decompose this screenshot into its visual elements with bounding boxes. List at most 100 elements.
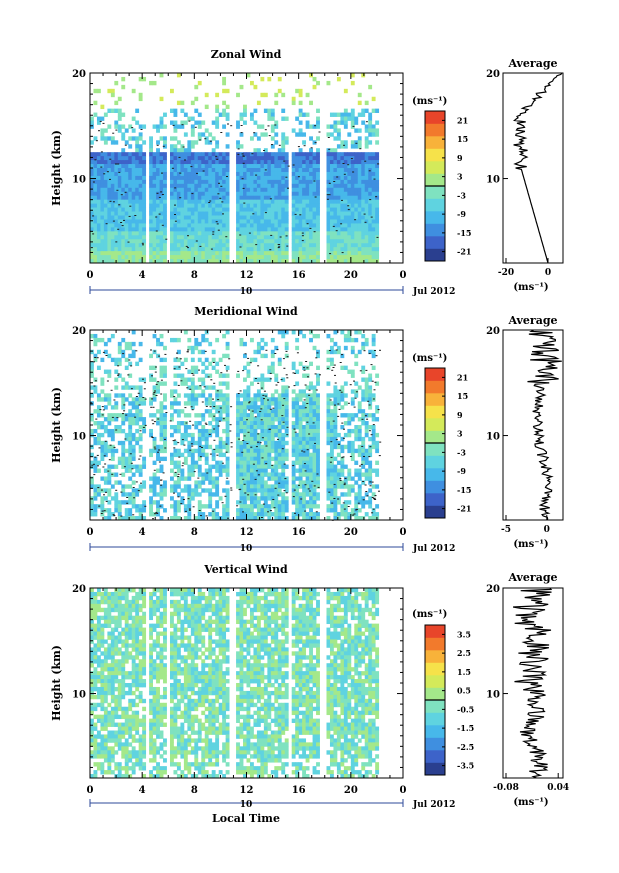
- heatmap-cell: [309, 100, 313, 106]
- heatmap-cell: [208, 175, 213, 181]
- heatmap-cell: [336, 432, 341, 438]
- heatmap-cell: [312, 164, 317, 169]
- heatmap-cell: [260, 488, 265, 493]
- heatmap-cell: [260, 259, 265, 264]
- heatmap-cell: [197, 444, 202, 450]
- heatmap-cell: [107, 464, 112, 469]
- heatmap-cell: [316, 183, 320, 189]
- heatmap-cell: [340, 199, 345, 205]
- heatmap-cell: [316, 349, 320, 355]
- heatmap-cell: [204, 357, 209, 363]
- heatmap-cell: [243, 492, 247, 497]
- heatmap-cell: [225, 255, 230, 260]
- heatmap-cell: [110, 405, 115, 410]
- heatmap-cell: [142, 191, 147, 197]
- heatmap-cell: [256, 468, 261, 473]
- heatmap-cell: [152, 175, 157, 181]
- heatmap-cell: [152, 365, 157, 370]
- heatmap-cell: [225, 425, 230, 430]
- heatmap-cell: [263, 448, 268, 454]
- heatmap-cell: [329, 468, 334, 473]
- contour-mark: [150, 436, 153, 438]
- heatmap-cell: [135, 516, 140, 521]
- heatmap-cell: [93, 436, 98, 442]
- heatmap-cell: [309, 401, 313, 406]
- heatmap-cell: [316, 512, 320, 517]
- heatmap-cell: [197, 500, 202, 505]
- heatmap-cell: [253, 171, 258, 177]
- heatmap-cell: [316, 255, 320, 260]
- heatmap-cell: [187, 227, 192, 232]
- heatmap-cell: [249, 440, 254, 446]
- heatmap-cell: [103, 468, 108, 473]
- heatmap-cell: [326, 156, 331, 161]
- heatmap-cell: [117, 199, 122, 205]
- heatmap-cell: [204, 456, 209, 462]
- heatmap-cell: [190, 168, 195, 173]
- heatmap-cell: [263, 207, 268, 212]
- heatmap-cell: [131, 136, 136, 141]
- heatmap-cell: [156, 128, 160, 133]
- heatmap-cell: [298, 389, 303, 394]
- heatmap-cell: [312, 235, 317, 240]
- heatmap-cell: [302, 413, 307, 418]
- heatmap-cell: [107, 175, 112, 181]
- heatmap-cell: [204, 136, 209, 141]
- heatmap-cell: [284, 160, 289, 165]
- heatmap-cell: [159, 183, 164, 189]
- heatmap-cell: [291, 195, 296, 201]
- contour-mark: [313, 231, 316, 233]
- heatmap-cell: [236, 164, 240, 169]
- heatmap-cell: [90, 444, 94, 450]
- heatmap-cell: [121, 160, 126, 165]
- heatmap-cell: [281, 448, 286, 454]
- heatmap-cell: [163, 259, 167, 264]
- heatmap-cell: [211, 199, 216, 205]
- heatmap-cell: [236, 191, 240, 197]
- heatmap-cell: [211, 428, 216, 434]
- contour-mark: [217, 193, 220, 195]
- heatmap-cell: [194, 160, 199, 165]
- heatmap-cell: [270, 349, 275, 355]
- heatmap-cell: [270, 124, 275, 129]
- heatmap-cell: [152, 199, 157, 205]
- heatmap-cell: [284, 223, 289, 228]
- heatmap-cell: [114, 369, 119, 374]
- heatmap-cell: [361, 393, 366, 398]
- heatmap-cell: [270, 472, 275, 477]
- heatmap-cell: [305, 227, 310, 232]
- contour-mark: [100, 166, 103, 168]
- heatmap-cell: [149, 164, 153, 169]
- heatmap-cell: [117, 413, 122, 418]
- heatmap-cell: [368, 425, 373, 430]
- heatmap-cell: [284, 385, 289, 390]
- heatmap-cell: [142, 460, 147, 465]
- heatmap-cell: [305, 373, 310, 378]
- heatmap-cell: [121, 219, 126, 224]
- contour-mark: [195, 240, 198, 242]
- heatmap-cell: [295, 183, 300, 189]
- heatmap-cell: [107, 421, 112, 426]
- heatmap-cell: [291, 203, 296, 208]
- heatmap-cell: [305, 191, 310, 197]
- heatmap-cell: [156, 215, 160, 220]
- heatmap-cell: [243, 203, 247, 208]
- heatmap-cell: [246, 448, 251, 454]
- heatmap-cell: [246, 425, 251, 430]
- heatmap-cell: [267, 227, 272, 232]
- heatmap-cell: [121, 112, 126, 117]
- heatmap-cell: [204, 440, 209, 446]
- heatmap-cell: [211, 349, 216, 355]
- heatmap-cell: [361, 175, 366, 181]
- heatmap-cell: [173, 136, 178, 141]
- heatmap-cell: [361, 397, 366, 402]
- contour-mark: [124, 438, 127, 440]
- heatmap-cell: [131, 207, 136, 212]
- contour-mark: [120, 194, 123, 196]
- contour-mark: [308, 490, 311, 492]
- contour-mark: [109, 158, 112, 160]
- heatmap-cell: [173, 124, 178, 129]
- heatmap-cell: [218, 472, 223, 477]
- heatmap-cell: [267, 179, 272, 185]
